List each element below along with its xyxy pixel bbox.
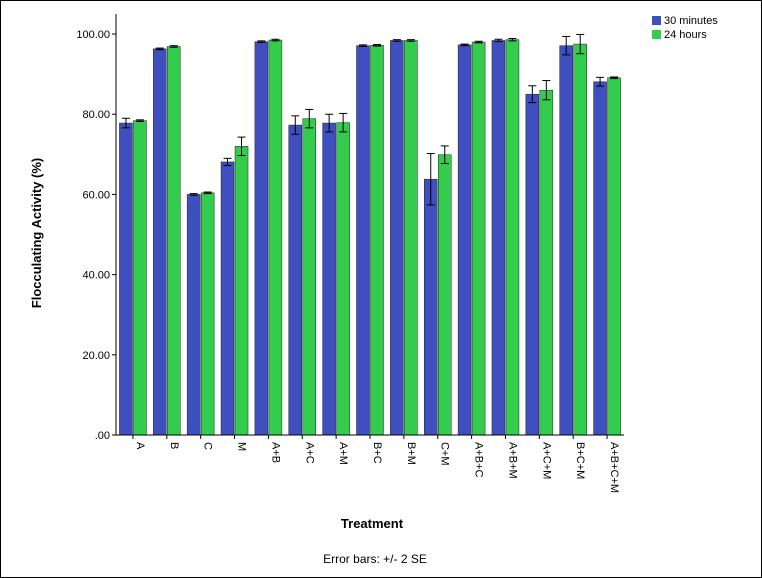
x-tick-label: A (134, 442, 146, 450)
y-axis: .00 20.00 40.00 60.00 80.00 100.00 (76, 14, 117, 442)
bar-24-hours (133, 120, 147, 436)
bar-24-hours (370, 45, 384, 436)
bar-30-minutes (254, 41, 269, 436)
x-tick-label: B+C+M (574, 442, 586, 479)
bar-30-minutes (559, 45, 573, 436)
y-tick-label: 40.00 (82, 270, 110, 282)
bar-24-hours (539, 89, 554, 436)
y-axis-title: Flocculating Activity (%) (29, 158, 44, 308)
bar-30-minutes (153, 48, 167, 436)
bar-24-hours (573, 43, 587, 436)
x-tick-label: M (236, 442, 248, 451)
legend-label-24-hours: 24 hours (664, 29, 707, 41)
bar-24-hours (607, 77, 621, 436)
legend-label-30-minutes: 30 minutes (664, 15, 718, 27)
x-tick-label: B+M (405, 442, 417, 465)
x-tick-label: A+C (303, 442, 315, 464)
bar-30-minutes (593, 81, 607, 436)
y-tick-label: 80.00 (82, 109, 110, 121)
y-tick-label: .00 (95, 430, 110, 442)
bar-30-minutes (525, 93, 540, 436)
x-tick-label: C (202, 442, 214, 450)
error-bars-footnote: Error bars: +/- 2 SE (323, 552, 427, 566)
bar-24-hours (505, 39, 520, 436)
x-tick-label: A+B+C (473, 442, 485, 478)
bar-30-minutes (390, 40, 404, 436)
y-tick-label: 20.00 (82, 350, 110, 362)
bar-30-minutes (491, 40, 506, 436)
bar-24-hours (167, 46, 181, 436)
x-tick-label: A+B (269, 442, 281, 463)
x-tick-label: A+M (337, 442, 349, 465)
bar-24-hours (200, 192, 215, 436)
y-tick-label: 100.00 (76, 29, 110, 41)
bar-30-minutes (322, 122, 336, 436)
bar-24-hours (471, 41, 486, 436)
x-tick-label: B (168, 442, 180, 449)
bar-24-hours (302, 118, 317, 436)
bar-24-hours (336, 122, 350, 436)
x-tick-label: A+B+M (506, 442, 518, 479)
legend-swatch-24-hours (652, 30, 661, 39)
x-axis-title: Treatment (341, 516, 404, 531)
bar-24-hours (234, 146, 249, 436)
x-axis: A B C M A+B A+C A+M B+C B+M C+M A+B+C A+B+M A+C+M B+C… (116, 434, 624, 493)
bar-30-minutes (423, 178, 438, 436)
bar-24-hours (268, 39, 283, 436)
plot-area (119, 33, 621, 436)
x-tick-label: A+C+M (540, 442, 552, 479)
bar-30-minutes (220, 161, 235, 436)
x-tick-label: B+C (371, 442, 383, 464)
bar-30-minutes (186, 194, 201, 436)
legend: 30 minutes 24 hours (652, 15, 718, 41)
y-tick-label: 60.00 (82, 189, 110, 201)
bar-30-minutes (288, 124, 303, 436)
legend-swatch-30-minutes (652, 16, 661, 25)
bar-24-hours (437, 154, 452, 436)
x-tick-label: A+B+C+M (608, 442, 620, 493)
x-tick-label: C+M (439, 442, 451, 466)
bar-24-hours (404, 40, 418, 436)
bar-30-minutes (119, 122, 133, 436)
bar-30-minutes (457, 44, 472, 436)
bar-30-minutes (356, 45, 370, 436)
